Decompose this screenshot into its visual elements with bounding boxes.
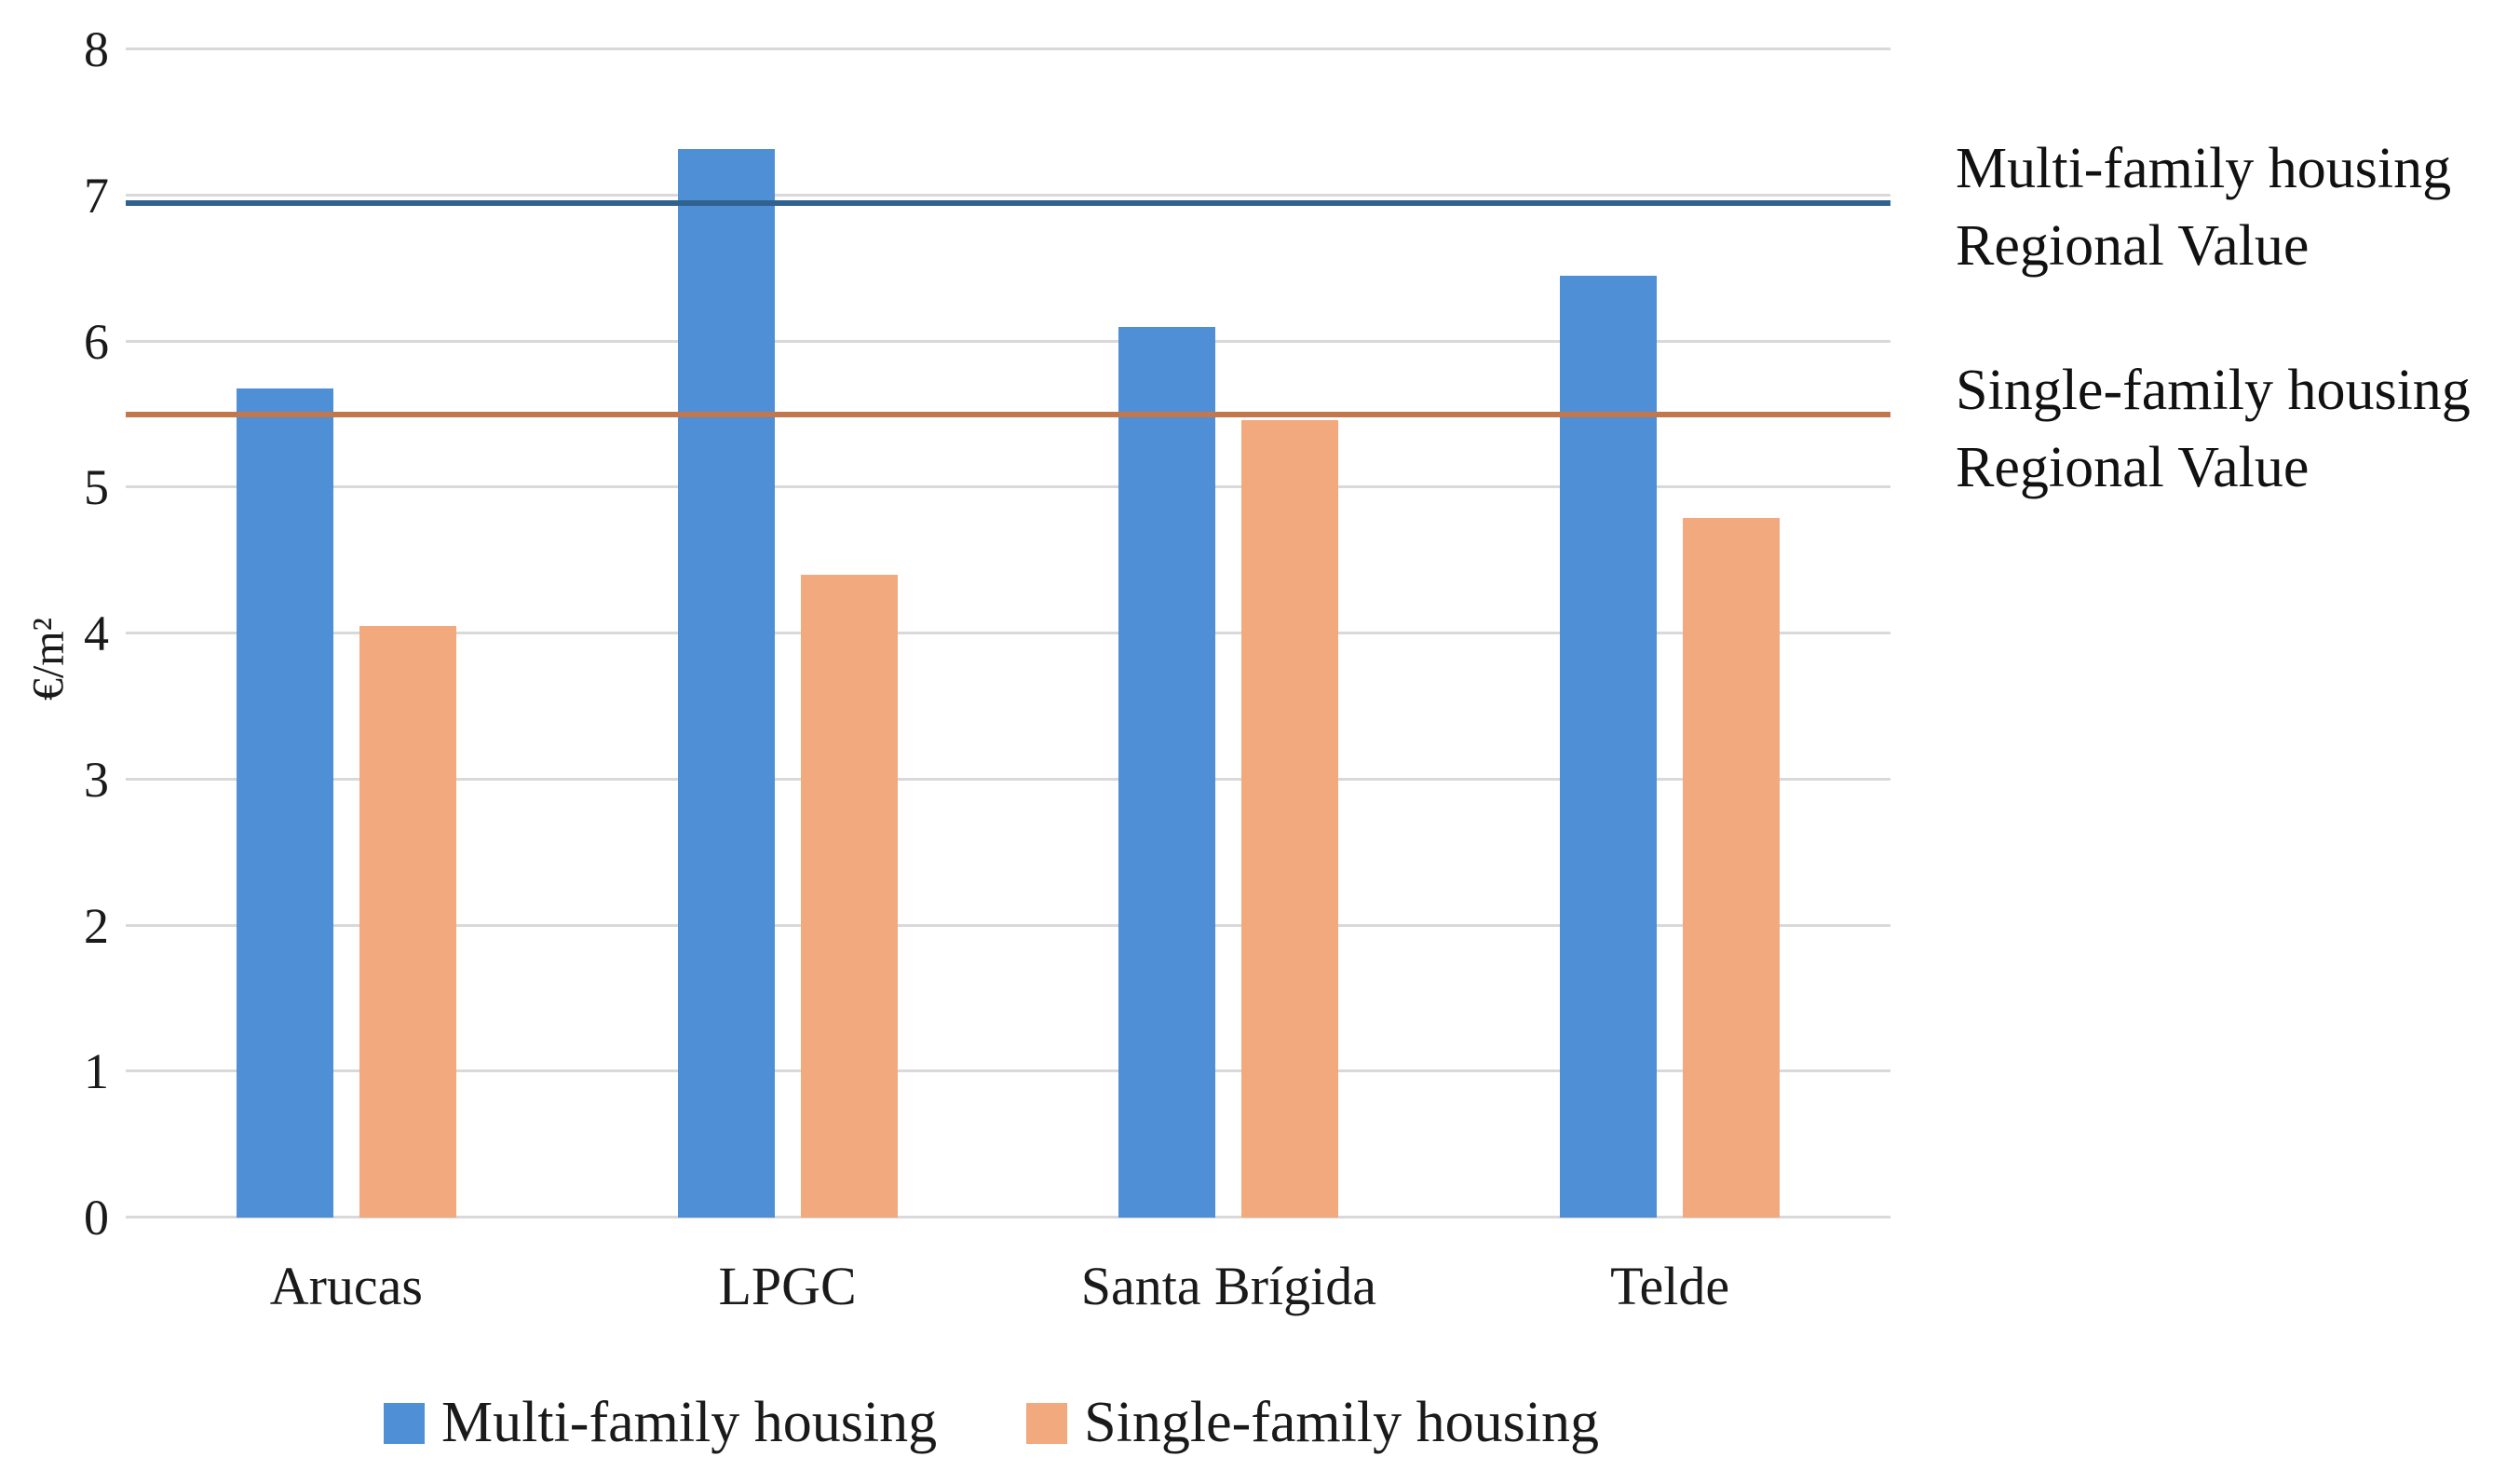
- gridline: [126, 1069, 1890, 1073]
- bar-group-telde: [1449, 49, 1890, 1218]
- bar-single-family-santa-brígida: [1241, 420, 1339, 1218]
- legend: Multi-family housing Single-family housin…: [384, 1390, 1599, 1456]
- x-axis-label-lpgc: LPGC: [718, 1256, 857, 1316]
- gridline: [126, 485, 1890, 489]
- bar-multi-family-telde: [1560, 275, 1658, 1218]
- bar-group-lpgc: [567, 49, 1009, 1218]
- bar-single-family-arucas: [359, 626, 456, 1218]
- y-tick-label: 7: [84, 167, 109, 224]
- annotation-line: Single-family housing: [1956, 359, 2471, 422]
- legend-swatch-single-family: [1026, 1402, 1068, 1444]
- x-axis-label-telde: Telde: [1610, 1256, 1730, 1316]
- gridline: [126, 193, 1890, 197]
- reference-line-single: [126, 411, 1890, 417]
- x-axis-label-santa-brígida: Santa Brígida: [1080, 1256, 1377, 1316]
- legend-item-single-family: Single-family housing: [1026, 1390, 1599, 1456]
- y-tick-label: 0: [84, 1190, 109, 1246]
- y-tick-label: 2: [84, 897, 109, 954]
- annotation-line: Regional Value: [1956, 214, 2310, 278]
- annotation-single-regional-value: Single-family housing Regional Value: [1956, 352, 2514, 507]
- gridline: [126, 48, 1890, 50]
- bar-single-family-telde: [1683, 518, 1781, 1218]
- bars-layer: [126, 49, 1890, 1218]
- gridline: [126, 339, 1890, 343]
- annotation-line: Regional Value: [1956, 436, 2310, 499]
- bar-single-family-lpgc: [800, 575, 898, 1218]
- annotation-multi-regional-value: Multi-family housing Regional Value: [1956, 130, 2514, 285]
- legend-item-multi-family: Multi-family housing: [384, 1390, 937, 1456]
- bar-multi-family-santa-brígida: [1118, 326, 1216, 1218]
- y-tick-label: 3: [84, 751, 109, 808]
- y-tick-label: 1: [84, 1043, 109, 1100]
- bar-group-arucas: [126, 49, 567, 1218]
- y-tick-label: 5: [84, 459, 109, 516]
- y-tick-label: 4: [84, 606, 109, 661]
- bar-multi-family-lpgc: [677, 148, 775, 1218]
- y-tick-label: 6: [84, 313, 109, 370]
- legend-swatch-multi-family: [384, 1402, 425, 1444]
- bar-group-santa-brígida: [1009, 49, 1450, 1218]
- bar-multi-family-arucas: [236, 388, 333, 1218]
- plot-area: [126, 48, 1890, 1219]
- x-axis-labels: Arucas LPGC Santa Brígida Telde: [126, 1255, 1890, 1317]
- legend-label: Single-family housing: [1084, 1391, 1599, 1454]
- gridline: [126, 1216, 1890, 1219]
- reference-line-multi: [126, 199, 1890, 206]
- gridline: [126, 632, 1890, 634]
- gridline: [126, 777, 1890, 781]
- legend-label: Multi-family housing: [441, 1391, 938, 1454]
- x-axis-label-arucas: Arucas: [269, 1256, 423, 1316]
- y-tick-label: 8: [84, 21, 109, 77]
- gridline: [126, 923, 1890, 927]
- annotation-line: Multi-family housing: [1956, 137, 2452, 200]
